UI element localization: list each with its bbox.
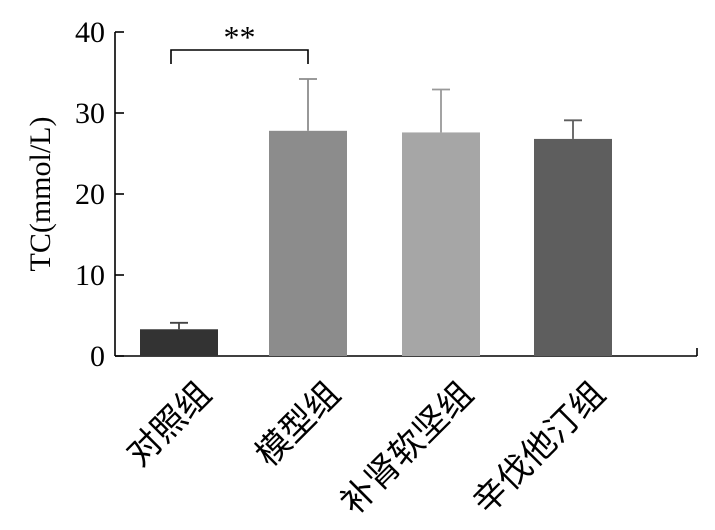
category-label: 辛伐他汀组: [465, 374, 613, 522]
significance-bracket: **: [170, 19, 309, 64]
bar: [140, 329, 218, 356]
error-bars: [170, 78, 582, 330]
error-bar: [170, 321, 188, 330]
y-axis-label: TC(mmol/L): [24, 117, 57, 272]
y-tick-label: 10: [75, 259, 105, 292]
error-bar: [432, 88, 450, 133]
bar: [269, 130, 347, 356]
y-tick-label: 0: [90, 340, 105, 373]
category-label: 补肾软坚组: [333, 374, 481, 522]
significance-line: [170, 49, 309, 64]
bars: [140, 130, 612, 356]
y-tick-label: 20: [75, 178, 105, 211]
y-tick-label: 30: [75, 97, 105, 130]
error-bar: [564, 119, 582, 139]
bar: [534, 138, 612, 356]
significance-label: **: [224, 19, 256, 55]
error-bar: [299, 78, 317, 131]
bar: [402, 132, 480, 356]
category-label: 模型组: [248, 374, 348, 474]
category-label: 对照组: [119, 374, 219, 474]
y-tick-label: 40: [75, 16, 105, 49]
